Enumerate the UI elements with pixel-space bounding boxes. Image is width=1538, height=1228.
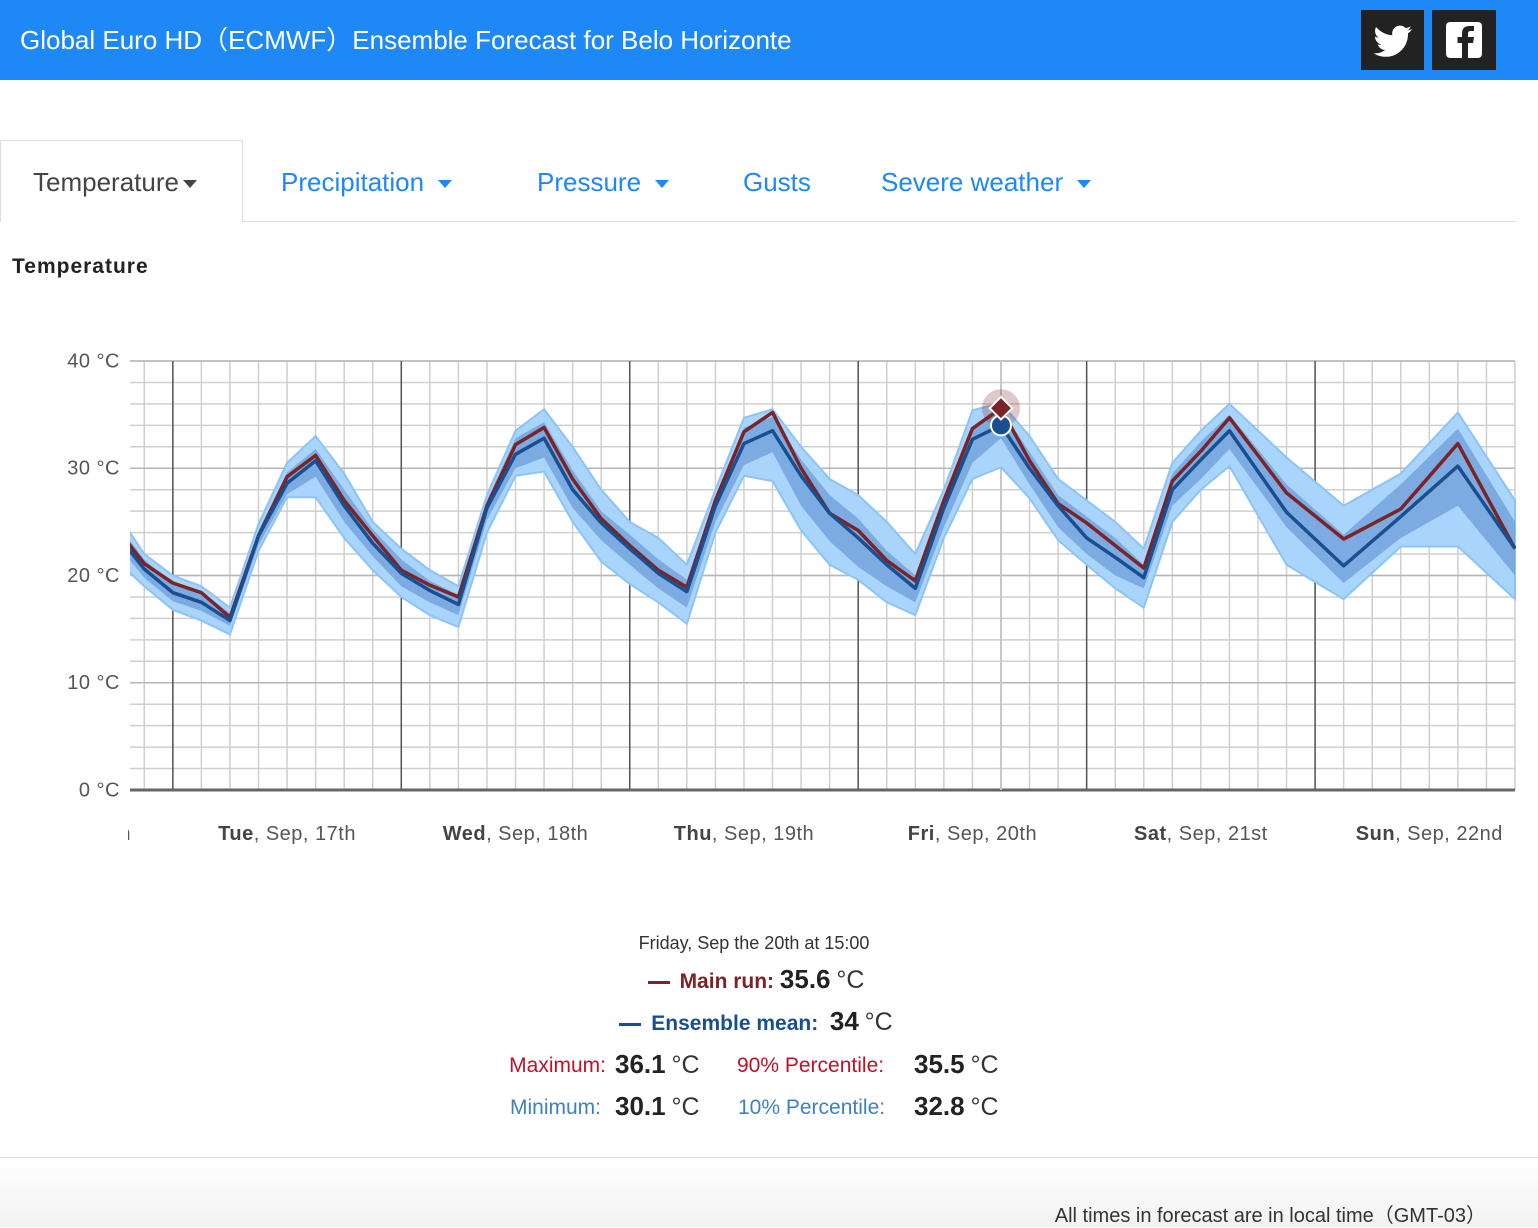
series-line: [130, 406, 1516, 620]
date: , Sep, 19th: [712, 823, 814, 845]
day-name: Sun: [1356, 823, 1395, 845]
tooltip-label: Minimum:: [509, 1096, 601, 1119]
tooltip-unit: °C: [836, 966, 865, 994]
tooltip-value: 35.5: [914, 1049, 965, 1079]
date: , Sep, 22nd: [1395, 823, 1503, 845]
tooltip-label: 90% Percentile:: [737, 1054, 885, 1077]
tooltip-unit: °C: [970, 1051, 999, 1079]
facebook-f: [1457, 26, 1474, 58]
y-tick-label: 20 °C: [67, 565, 120, 587]
caret: [1077, 180, 1092, 189]
tooltip-label: Maximum:: [509, 1054, 606, 1077]
date: , Sep, 21st: [1167, 823, 1268, 845]
tooltip-label: Ensemble mean:: [651, 1012, 819, 1035]
tab-label: Temperature: [33, 167, 179, 197]
header-title: Global Euro HD（ECMWF）Ensemble Forecast f…: [20, 25, 792, 55]
tab[interactable]: Severe weather: [881, 166, 1092, 198]
social-icons: [1361, 10, 1496, 70]
hover-main-marker: [988, 395, 1014, 421]
tooltip-row: Ensemble mean: 34 °C: [0, 1006, 1512, 1039]
legend-swatch: [619, 1022, 642, 1026]
date: , Sep, 20th: [935, 823, 1037, 845]
date: , Sep, 17th: [254, 823, 356, 845]
caret: [182, 180, 197, 189]
date: , Sep, 16th: [29, 823, 131, 845]
caret: [655, 180, 670, 189]
tooltip-title: Friday, Sep the 20th at 15:00: [638, 933, 870, 953]
tab[interactable]: Pressure: [537, 166, 670, 198]
chart: 0 °C 10 °C 20 °C 30 °C 40 °C Mon, Sep, 16th Tu…: [0, 350, 1516, 845]
y-tick-label: 30 °C: [67, 458, 120, 480]
day-name: Wed: [443, 823, 486, 845]
x-tick-label: Thu, Sep, 19th: [674, 823, 814, 845]
tab-label: Pressure: [537, 167, 642, 197]
x-tick-label: Sat, Sep, 21st: [1134, 823, 1268, 845]
day-name: Thu: [674, 823, 712, 845]
y-tick-label: 0 °C: [79, 779, 120, 801]
tab[interactable]: Temperature: [33, 166, 197, 198]
footer: [0, 1157, 1538, 1227]
band: [130, 409, 1515, 626]
plot: [130, 401, 1516, 636]
chart-title: Temperature: [12, 255, 149, 278]
tooltip-value: 35.6: [779, 964, 831, 994]
tooltip-unit: °C: [864, 1008, 893, 1036]
x-tick-label: Wed, Sep, 18th: [443, 823, 589, 845]
series-line: [130, 423, 1516, 623]
day-name: Tue: [218, 823, 254, 845]
footer-note: All times in forecast are in local time（…: [1054, 1205, 1486, 1227]
x-labels: Mon, Sep, 16th Tue, Sep, 17th Wed, Sep, 18…: [0, 823, 1503, 845]
twitter-icon: [1373, 25, 1412, 57]
tooltip-unit: °C: [970, 1093, 999, 1121]
tooltip-unit: °C: [671, 1093, 700, 1121]
caret: [438, 180, 453, 189]
tooltip-value: 36.1: [615, 1049, 666, 1079]
legend-swatch: [647, 980, 670, 984]
tab-border: [243, 221, 1516, 222]
day-name: Fri: [908, 823, 935, 845]
tooltip-cell: 32.8 °C: [914, 1091, 999, 1124]
tooltip-cell: 30.1 °C: [615, 1091, 700, 1124]
x-tick-label: Mon, Sep, 16th: [0, 823, 131, 845]
header-bar: Global Euro HD（ECMWF）Ensemble Forecast f…: [0, 0, 1538, 80]
tab[interactable]: Precipitation: [281, 166, 453, 198]
tooltip-cell: 36.1 °C: [615, 1049, 700, 1082]
tooltip-value: 32.8: [914, 1091, 965, 1121]
day-name: Mon: [0, 823, 29, 845]
tooltip-label: Main run:: [679, 970, 775, 993]
tooltip-value: 34: [829, 1006, 859, 1036]
tooltip-unit: °C: [671, 1051, 700, 1079]
date: , Sep, 18th: [486, 823, 588, 845]
y-tick-label: 40 °C: [67, 350, 120, 372]
tooltip-label: 10% Percentile:: [738, 1096, 886, 1119]
tab-active[interactable]: [0, 140, 243, 222]
tab-label: Gusts: [743, 167, 811, 197]
x-tick-label: Sun, Sep, 22nd: [1356, 823, 1503, 845]
tab[interactable]: Gusts: [743, 166, 811, 198]
tooltip-value: 30.1: [615, 1091, 666, 1121]
day-name: Sat: [1134, 823, 1167, 845]
x-tick-label: Fri, Sep, 20th: [908, 823, 1037, 845]
x-tick-label: Tue, Sep, 17th: [218, 823, 356, 845]
tab-label: Precipitation: [281, 167, 425, 197]
tooltip-cell: 35.5 °C: [914, 1049, 999, 1082]
tooltip-row: Main run: 35.6 °C: [0, 964, 1512, 997]
tab-label: Severe weather: [881, 167, 1064, 197]
y-tick-label: 10 °C: [67, 672, 120, 694]
